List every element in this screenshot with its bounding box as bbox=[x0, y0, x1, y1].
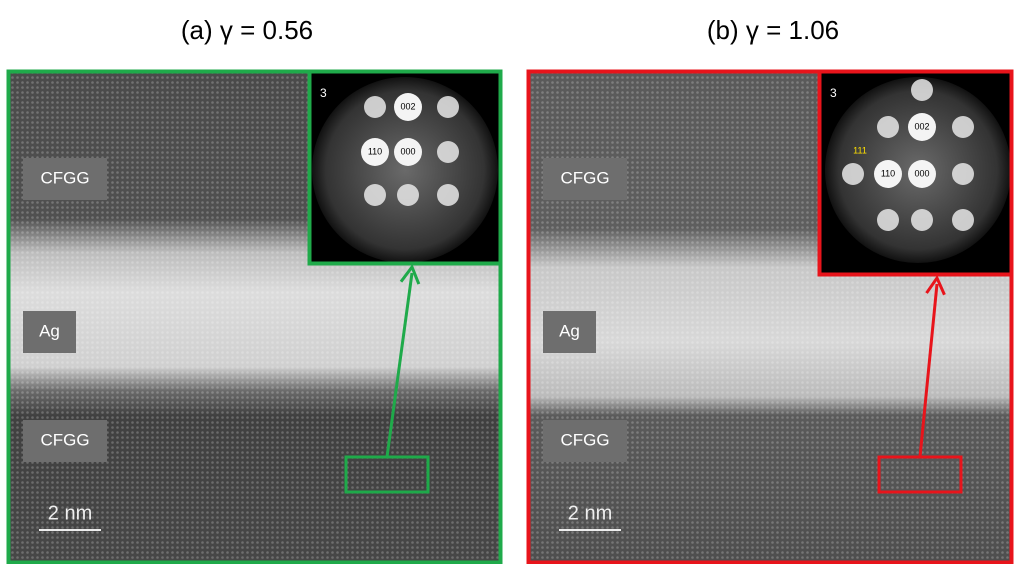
inset: 002 111 110 000 3 bbox=[818, 70, 1013, 276]
diffraction-spot bbox=[397, 184, 419, 206]
diffraction-spot bbox=[952, 116, 974, 138]
panel-title: (b) γ = 1.06 bbox=[707, 15, 839, 45]
diffraction-spot bbox=[952, 209, 974, 231]
diffraction-spot bbox=[911, 209, 933, 231]
scale-bar-label: 2 nm bbox=[568, 502, 612, 524]
diffraction-spot bbox=[437, 184, 459, 206]
diffraction-spot bbox=[877, 209, 899, 231]
scale-bar-label: 2 nm bbox=[48, 502, 92, 524]
spot-label: 000 bbox=[914, 168, 929, 178]
layer-label: Ag bbox=[39, 321, 60, 340]
layer-label: CFGG bbox=[40, 430, 89, 449]
spot-label: 110 bbox=[881, 168, 895, 178]
spot-label: 000 bbox=[400, 146, 415, 156]
spot-label: 110 bbox=[368, 146, 382, 156]
diffraction-spot bbox=[364, 96, 386, 118]
layer-label: CFGG bbox=[560, 168, 609, 187]
spot-label: 002 bbox=[914, 121, 929, 131]
layer-label: CFGG bbox=[40, 168, 89, 187]
diffraction-spot bbox=[877, 116, 899, 138]
diffraction-spot bbox=[842, 163, 864, 185]
layer-label: Ag bbox=[559, 321, 580, 340]
inset: 002 110 000 3 bbox=[308, 70, 502, 265]
diffraction-spot bbox=[952, 163, 974, 185]
panel-title: (a) γ = 0.56 bbox=[181, 15, 313, 45]
diffraction-spot bbox=[911, 79, 933, 101]
inset-number: 3 bbox=[320, 86, 327, 100]
diffraction-spot bbox=[364, 184, 386, 206]
figure: (a) γ = 0.56 CFGG Ag CFGG 2 nm 002 110 000 3 (b) … bbox=[0, 0, 1015, 564]
inset-number: 3 bbox=[830, 86, 837, 100]
diffraction-spot bbox=[437, 96, 459, 118]
diffraction-spot bbox=[437, 141, 459, 163]
layer-label: CFGG bbox=[560, 430, 609, 449]
spot-label: 002 bbox=[400, 101, 415, 111]
spot-label: 111 bbox=[853, 145, 867, 155]
